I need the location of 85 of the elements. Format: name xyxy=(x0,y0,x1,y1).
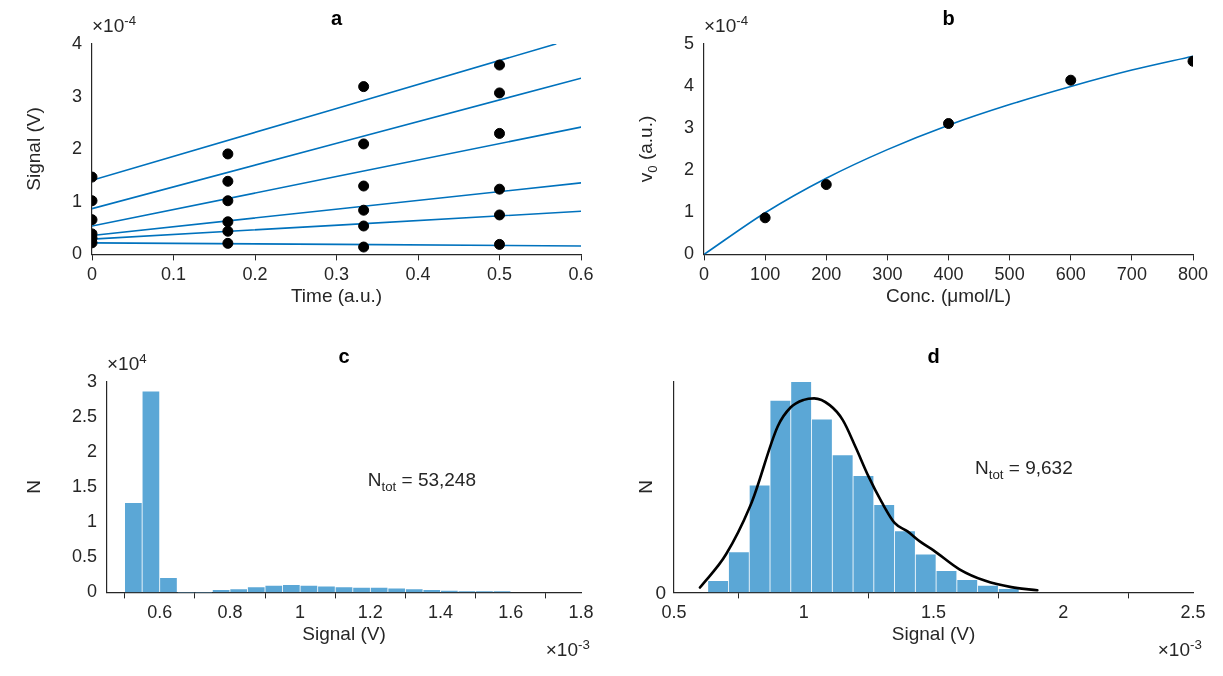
point xyxy=(494,183,505,195)
point xyxy=(358,138,370,150)
y-tick-label: 0 xyxy=(684,243,695,264)
x-tick-label: 0.1 xyxy=(160,264,187,285)
x-tick-label: 200 xyxy=(811,264,842,285)
y-tick-label: 1 xyxy=(72,190,83,211)
x-tick-label: 300 xyxy=(872,264,903,285)
chart-title: c xyxy=(338,345,350,367)
y-tick-label: 3 xyxy=(87,370,98,391)
x-tick-label: 1.2 xyxy=(357,602,383,623)
point xyxy=(358,220,370,232)
x-tick-label: 800 xyxy=(1177,264,1209,285)
y-tick-label: 2 xyxy=(72,138,83,159)
annotation: N$_{tot}$ = 9,632 xyxy=(975,456,1073,482)
x-tick-label: 600 xyxy=(1055,264,1086,285)
y-tick-label: 4 xyxy=(684,75,695,96)
x-axis-title: Signal (V) xyxy=(302,623,386,645)
x-tick-label: 0.3 xyxy=(323,264,350,285)
x-tick-label: 100 xyxy=(750,264,781,285)
x-tick-label: 1.5 xyxy=(920,602,947,623)
point xyxy=(494,238,505,250)
y-axis-title: N xyxy=(635,480,656,495)
chart-title: d xyxy=(927,345,940,367)
point xyxy=(222,225,234,237)
point xyxy=(494,59,505,71)
point xyxy=(759,212,771,224)
y-tick-label: 2 xyxy=(87,441,98,462)
text: ×10$^{-4}$ xyxy=(704,13,749,37)
point xyxy=(222,148,234,160)
y-tick-label: 0 xyxy=(87,581,98,602)
x-tick-label: 2 xyxy=(1058,602,1069,623)
x-tick-label: 400 xyxy=(933,264,964,285)
y-axis-title: N xyxy=(23,480,44,495)
x-tick-label: 0 xyxy=(699,264,710,285)
x-tick-label: 0.4 xyxy=(405,264,431,285)
y-axis-title: Signal (V) xyxy=(23,107,44,191)
y-tick-label: 1 xyxy=(87,511,98,532)
text: ×10$^{-4}$ xyxy=(92,13,137,37)
point xyxy=(494,127,505,139)
point xyxy=(222,216,234,228)
y-tick-label: 0.5 xyxy=(71,546,98,567)
y-tick-label: 5 xyxy=(684,32,695,53)
x-tick-label: 1 xyxy=(798,602,809,623)
x-tick-label: 1.6 xyxy=(498,602,524,623)
x-tick-label: 1.4 xyxy=(428,602,454,623)
x-tick-label: 1.8 xyxy=(568,602,594,623)
text: ×10$^{-3}$ xyxy=(1157,637,1202,661)
annotation: N$_{tot}$ = 53,248 xyxy=(367,469,477,495)
point xyxy=(222,195,234,207)
x-axis-title: Conc. (μmol/L) xyxy=(886,285,1011,307)
x-tick-label: 700 xyxy=(1116,264,1147,285)
x-tick-label: 0.8 xyxy=(217,602,243,623)
x-tick-label: 0.5 xyxy=(486,264,513,285)
text: ×10$^{-3}$ xyxy=(545,637,590,661)
x-tick-label: 0.6 xyxy=(568,264,594,285)
x-tick-label: 0.2 xyxy=(242,264,268,285)
x-tick-label: 0.6 xyxy=(147,602,173,623)
point xyxy=(358,81,370,93)
point xyxy=(943,118,955,130)
text: ×10$^{4}$ xyxy=(107,351,147,375)
y-tick-label: 3 xyxy=(684,117,695,138)
point xyxy=(494,209,505,221)
chart-title: b xyxy=(942,7,955,29)
x-axis-title: Time (a.u.) xyxy=(290,285,383,307)
y-tick-label: 1 xyxy=(684,201,695,222)
point xyxy=(820,179,832,191)
y-tick-label: 2 xyxy=(684,159,695,180)
point xyxy=(494,87,505,99)
point xyxy=(1065,74,1077,86)
y-tick-label: 4 xyxy=(72,32,83,53)
x-tick-label: 500 xyxy=(994,264,1025,285)
point xyxy=(222,237,234,249)
y-tick-label: 2.5 xyxy=(71,406,98,427)
chart-title: a xyxy=(330,7,343,29)
point xyxy=(358,241,370,253)
point xyxy=(358,204,370,216)
text: 0 xyxy=(655,581,666,603)
x-axis-title: Signal (V) xyxy=(891,623,976,645)
y-tick-label: 3 xyxy=(72,85,83,106)
y-tick-label: 1.5 xyxy=(71,476,98,497)
point xyxy=(222,175,234,187)
x-tick-label: 1 xyxy=(295,602,306,623)
point xyxy=(358,180,370,192)
y-tick-label: 0 xyxy=(72,243,83,264)
x-tick-label: 2.5 xyxy=(1180,602,1206,623)
